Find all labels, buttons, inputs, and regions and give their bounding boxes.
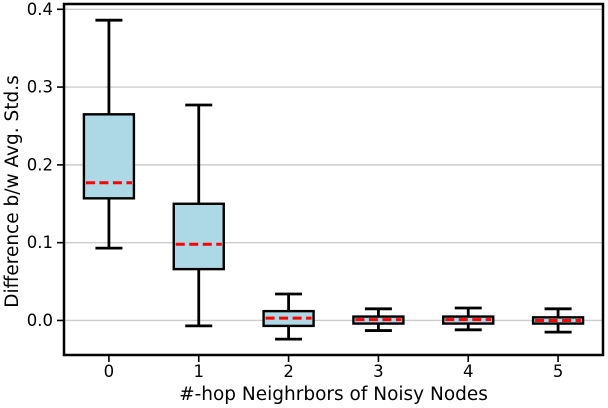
x-tick-label: 5 xyxy=(553,362,564,381)
box-group xyxy=(82,18,136,250)
box-group xyxy=(352,307,405,332)
box-group xyxy=(531,307,585,334)
y-tick-label: 0.4 xyxy=(27,0,53,19)
boxes-layer xyxy=(82,18,585,341)
iqr-box xyxy=(82,113,136,200)
x-tick-label: 1 xyxy=(194,362,205,381)
plot-frame xyxy=(62,2,605,357)
x-tick-label: 4 xyxy=(463,362,474,381)
iqr-box xyxy=(442,315,495,325)
x-tick-label: 3 xyxy=(373,362,384,381)
y-tick-label: 0.1 xyxy=(27,233,53,252)
y-tick-label: 0.3 xyxy=(27,78,53,97)
iqr-box xyxy=(172,202,225,271)
x-tick-label: 0 xyxy=(104,362,115,381)
iqr-box xyxy=(531,316,585,325)
grid-layer xyxy=(64,8,603,322)
x-axis-label: #-hop Neighrbors of Noisy Nodes xyxy=(179,384,488,405)
box-group xyxy=(262,292,315,341)
x-tick-label: 2 xyxy=(283,362,294,381)
y-tick-label: 0.2 xyxy=(27,155,53,174)
ticks-layer: 0.0 0.1 0.2 0.3 0.4 0 1 2 3 4 5 xyxy=(27,0,564,381)
y-axis-label: Difference b/w Avg. Std.s xyxy=(2,75,23,308)
box-group xyxy=(172,103,225,328)
y-tick-label: 0.0 xyxy=(27,311,53,330)
iqr-box xyxy=(262,309,315,328)
iqr-box xyxy=(352,315,405,325)
box-group xyxy=(442,306,495,332)
